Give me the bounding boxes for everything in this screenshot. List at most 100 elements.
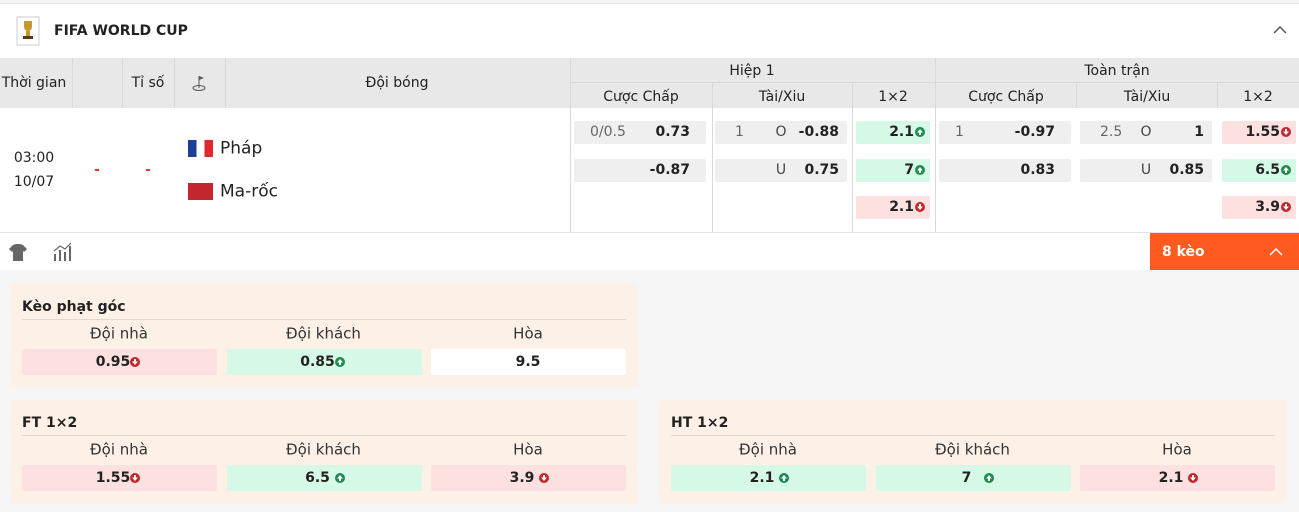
odds-cell	[431, 465, 626, 491]
col-sep	[852, 83, 853, 233]
ou-side: O	[775, 124, 787, 140]
trend-down	[915, 202, 925, 212]
col-sep	[570, 58, 571, 233]
handicap-line: 1	[955, 124, 964, 140]
odds-cell	[22, 465, 217, 491]
col-label: Đội khách	[286, 324, 361, 343]
ou-odds: 0.85	[1169, 162, 1204, 178]
x12-odds: 3.9	[1255, 199, 1280, 215]
trend-up	[915, 165, 925, 175]
odds-cell	[431, 349, 626, 375]
x12-odds: 1.55	[1245, 124, 1280, 140]
ou-odds: 1	[1194, 124, 1204, 140]
handicap-odds: -0.87	[649, 162, 690, 178]
col-label: Đội khách	[935, 440, 1010, 459]
sub-head: 1×2	[878, 89, 908, 105]
x12-odds: 2.1	[889, 124, 914, 140]
panel-title: FT 1×2	[22, 415, 78, 431]
trend-down	[130, 473, 140, 483]
trend-up	[334, 357, 345, 367]
col-sep	[712, 83, 713, 233]
handicap-cell	[574, 121, 706, 144]
stats-icon[interactable]	[52, 242, 74, 262]
ou-cell	[1080, 159, 1212, 182]
odds-cell	[226, 349, 422, 375]
ou-side: U	[1140, 162, 1152, 178]
divider	[0, 232, 1299, 233]
x12-odds: 7	[904, 162, 914, 178]
ou-cell	[1080, 121, 1212, 144]
sub-head: Tài/Xiu	[758, 89, 806, 105]
collapse-button[interactable]	[1272, 24, 1288, 36]
team: Ma-rốc	[220, 181, 278, 202]
handicap-cell	[574, 159, 706, 182]
flag-ma	[188, 183, 213, 200]
col-label: Đội khách	[286, 440, 361, 459]
col-head: Hiệp 1	[729, 63, 775, 79]
col-head: Thời gian	[1, 75, 67, 91]
col-head: Tỉ số	[131, 75, 165, 91]
handicap-odds: 0.83	[1020, 162, 1055, 178]
odds-cell	[1080, 465, 1275, 491]
x12-cell	[856, 159, 930, 182]
odds-value: 3.9	[509, 470, 535, 486]
pitch-icon	[192, 76, 206, 91]
col-label: Hòa	[513, 324, 543, 343]
ou-odds: 0.75	[804, 162, 839, 178]
col-head: Toàn trận	[1084, 63, 1150, 79]
odds-value: 2.1	[1158, 470, 1184, 486]
trend-up	[983, 473, 994, 483]
handicap-odds: 0.73	[655, 124, 690, 140]
score: -	[145, 162, 151, 178]
handicap-line: 0/0.5	[590, 124, 626, 140]
trend-up	[1281, 165, 1291, 175]
col-sep	[225, 58, 226, 108]
ou-cell	[715, 121, 847, 144]
trend-down	[1281, 202, 1291, 212]
x12-odds: 2.1	[889, 199, 914, 215]
sub-head: Cược Chấp	[603, 89, 679, 105]
jersey-icon[interactable]	[8, 242, 28, 262]
col-sep	[72, 58, 73, 108]
odds-cell	[22, 349, 217, 375]
more-odds-chevron	[1269, 247, 1283, 256]
x12-odds: 6.5	[1255, 162, 1280, 178]
x12-cell	[1222, 159, 1296, 182]
date: 10/07	[13, 174, 55, 190]
ou-side: O	[1140, 124, 1152, 140]
handicap-odds: -0.97	[1014, 124, 1055, 140]
more-odds-label: 8 kèo	[1162, 244, 1205, 260]
sub-head: Cược Chấp	[968, 89, 1044, 105]
odds-value: 6.5	[305, 470, 330, 486]
x12-cell	[1222, 121, 1296, 144]
trend-down	[539, 473, 549, 483]
trend-down	[1188, 473, 1198, 483]
col-head: Đội bóng	[365, 75, 429, 91]
panel-title: HT 1×2	[671, 415, 729, 431]
sub-head: Tài/Xiu	[1123, 89, 1171, 105]
score: -	[94, 162, 100, 178]
odds-value: 2.1	[749, 470, 775, 486]
x12-cell	[856, 196, 930, 219]
col-label: Hòa	[513, 440, 543, 459]
odds-cell	[875, 465, 1071, 491]
x12-cell	[856, 121, 930, 144]
handicap-cell	[939, 121, 1071, 144]
odds-cell	[226, 465, 422, 491]
table-header	[0, 58, 1299, 108]
col-sep	[1217, 83, 1218, 108]
trend-down	[1281, 127, 1291, 137]
trend-down	[130, 357, 140, 367]
col-sep	[935, 58, 936, 233]
panel-divider	[22, 319, 626, 320]
ou-cell	[715, 159, 847, 182]
col-label: Hòa	[1162, 440, 1192, 459]
odds-value: 1.55	[95, 470, 131, 486]
team: Pháp	[220, 138, 263, 159]
trend-up	[779, 473, 789, 483]
flag-fr	[188, 140, 213, 157]
trend-up	[334, 473, 345, 483]
odds-value: 9.5	[515, 354, 541, 370]
ou-side: U	[775, 162, 787, 178]
odds-value: 0.95	[95, 354, 131, 370]
